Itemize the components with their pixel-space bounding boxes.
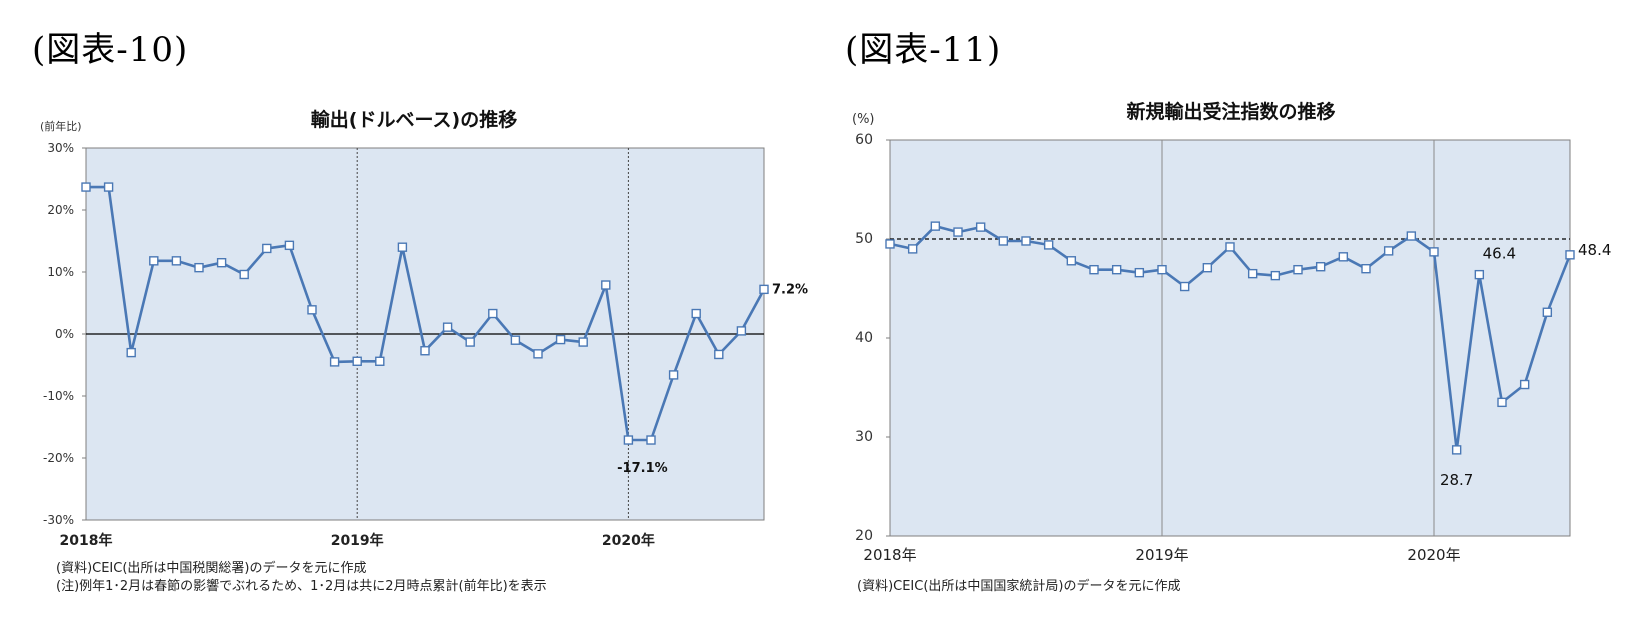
chart2-data-point (1542, 307, 1553, 317)
figure-10-label: (図表-10) (32, 30, 189, 70)
chart1-footnote: (注)例年1･2月は春節の影響でぶれるため、1･2月は共に2月時点累計(前年比)… (56, 579, 547, 594)
chart2-data-point (930, 221, 941, 231)
chart2-data-point (1270, 270, 1281, 281)
chart2-y-tick-label: 60 (855, 132, 873, 148)
chart2-data-point (1157, 264, 1167, 275)
chart1-y-tick-label: -10% (43, 389, 74, 403)
chart1-data-point (103, 182, 114, 192)
chart1-y-axis-label: (前年比) (40, 119, 82, 133)
chart1-x-tick-label: 2018年 (60, 532, 113, 549)
chart2-data-point (1134, 267, 1145, 278)
chart1-data-point (488, 308, 498, 319)
chart1-data-point (239, 269, 249, 280)
chart2-data-point (1361, 264, 1371, 274)
chart2-data-point (1179, 281, 1190, 292)
chart1-data-point (668, 370, 679, 380)
chart1-data-point (81, 182, 91, 192)
chart1-y-tick-label: 30% (47, 141, 74, 155)
chart1-y-tick-label: 10% (47, 265, 74, 279)
chart2-data-point (1111, 264, 1122, 275)
chart2-data-point (1043, 240, 1054, 250)
chart1-data-point (555, 334, 566, 345)
chart1-data-point (759, 284, 769, 295)
chart1-data-point (329, 357, 340, 367)
chart1-data-label: 7.2% (772, 282, 808, 297)
chart2-data-point (953, 227, 963, 237)
chart1-data-point (262, 243, 272, 254)
chart1-data-label: -17.1% (617, 461, 668, 476)
chart1-x-tick-label: 2020年 (602, 532, 655, 549)
chart2-data-point (1406, 231, 1417, 241)
chart1-data-point (149, 256, 159, 266)
chart1-data-point (420, 346, 430, 356)
chart1-title: 輸出(ドルベース)の推移 (311, 108, 517, 131)
chart1-data-point (216, 258, 227, 268)
chart2-data-point (975, 222, 986, 232)
chart2-data-point (1066, 256, 1077, 266)
chart2-x-tick-label: 2020年 (1407, 546, 1460, 564)
chart2-data-point (1565, 250, 1575, 260)
chart1-y-tick-label: -30% (43, 513, 74, 527)
chart1-data-point (736, 326, 747, 336)
chart1-x-tick-label: 2019年 (331, 532, 384, 549)
chart2-data-point (1474, 269, 1485, 280)
chart1-data-point (646, 435, 656, 445)
chart2-data-label: 48.4 (1578, 241, 1611, 259)
chart2-data-point (885, 239, 895, 249)
chart1-data-point (171, 256, 182, 266)
chart2-y-tick-label: 50 (855, 231, 873, 247)
chart1-data-point (397, 242, 408, 252)
figure-11-label: (図表-11) (845, 30, 1002, 70)
chart1-data-point (194, 262, 204, 273)
chart1-data-point (375, 356, 385, 366)
chart1-data-point (623, 435, 634, 445)
chart2-data-label: 28.7 (1440, 471, 1473, 489)
chart1-y-tick-label: -20% (43, 451, 74, 465)
chart2-source-note: (資料)CEIC(出所は中国国家統計局)のデータを元に作成 (857, 579, 1181, 594)
chart2-data-point (1089, 264, 1099, 275)
chart2-y-tick-label: 30 (855, 429, 873, 445)
chart2-data-point (1247, 268, 1258, 279)
chart2-title: 新規輸出受注指数の推移 (1126, 100, 1335, 123)
chart1-data-point (465, 337, 475, 347)
chart2-data-point (1383, 246, 1394, 256)
chart1-data-point (714, 349, 724, 360)
chart1-data-point (601, 280, 611, 290)
chart1-y-tick-label: 20% (47, 203, 74, 217)
chart1-data-point (691, 308, 701, 319)
chart2-data-point (907, 244, 918, 254)
chart2-data-label: 46.4 (1483, 245, 1516, 263)
chart2-data-point (1315, 262, 1326, 272)
chart2-data-point (1338, 252, 1349, 262)
chart2-y-axis-label: (%) (852, 112, 875, 127)
chart2-x-tick-label: 2019年 (1135, 546, 1188, 564)
chart2-y-tick-label: 40 (855, 330, 873, 346)
chart2-data-point (1293, 264, 1303, 275)
chart2-data-point (1202, 263, 1213, 273)
chart2-data-point (1021, 236, 1031, 246)
chart1-data-point (307, 305, 317, 315)
chart1-data-point (352, 356, 362, 366)
chart2-data-point (1519, 379, 1530, 390)
chart1-data-point (510, 335, 521, 345)
chart1-data-point (284, 240, 295, 251)
chart2-data-point (998, 236, 1009, 246)
chart1-y-tick-label: 0% (55, 327, 74, 341)
chart2-y-tick-label: 20 (855, 528, 873, 544)
chart2-data-point (1497, 397, 1507, 408)
chart1-data-point (533, 349, 543, 359)
chart1-data-point (126, 347, 136, 358)
chart1-data-point (578, 337, 588, 347)
chart2-data-point (1225, 242, 1235, 252)
chart1-source-note: (資料)CEIC(出所は中国税関総署)のデータを元に作成 (56, 561, 367, 576)
chart1-data-point (442, 322, 453, 332)
chart2-data-point (1451, 445, 1462, 455)
chart2-x-tick-label: 2018年 (863, 546, 916, 564)
chart2-data-point (1429, 247, 1439, 257)
